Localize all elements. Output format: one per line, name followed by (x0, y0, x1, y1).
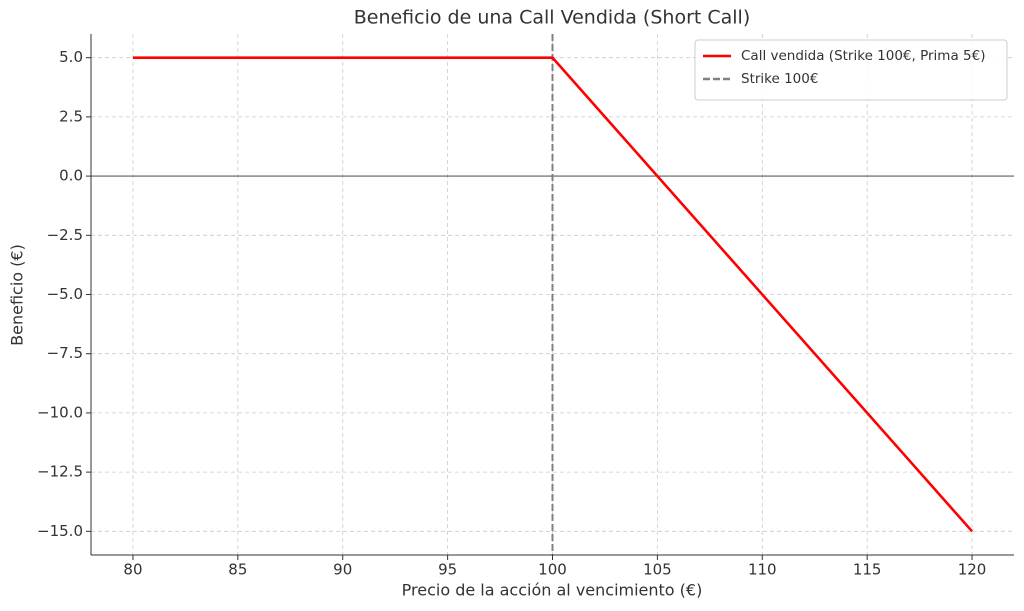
x-axis-label: Precio de la acción al vencimiento (€) (402, 581, 703, 600)
legend-label: Strike 100€ (741, 71, 818, 87)
x-tick-label: 105 (643, 561, 672, 579)
x-tick-label: 95 (438, 561, 457, 579)
x-tick-label: 85 (228, 561, 247, 579)
y-tick-label: −10.0 (37, 403, 83, 421)
y-axis-label: Beneficio (€) (8, 244, 27, 346)
x-tick-label: 90 (333, 561, 352, 579)
y-tick-label: 2.5 (59, 107, 83, 125)
y-tick-label: −5.0 (47, 285, 83, 303)
y-tick-label: −7.5 (47, 344, 83, 362)
y-tick-label: 0.0 (59, 167, 83, 185)
legend-label: Call vendida (Strike 100€, Prima 5€) (741, 48, 985, 64)
y-tick-label: −15.0 (37, 522, 83, 540)
chart-title: Beneficio de una Call Vendida (Short Cal… (354, 7, 751, 29)
line-series (132, 56, 974, 533)
y-tick-label: −2.5 (47, 226, 83, 244)
x-tick-label: 110 (748, 561, 777, 579)
legend-box (694, 39, 1008, 101)
x-tick-label: 115 (853, 561, 882, 579)
x-tick-label: 100 (538, 561, 567, 579)
x-tick-label: 120 (958, 561, 987, 579)
y-tick-label: 5.0 (59, 48, 83, 66)
y-tick-label: −12.5 (37, 463, 83, 481)
x-tick-label: 80 (123, 561, 142, 579)
